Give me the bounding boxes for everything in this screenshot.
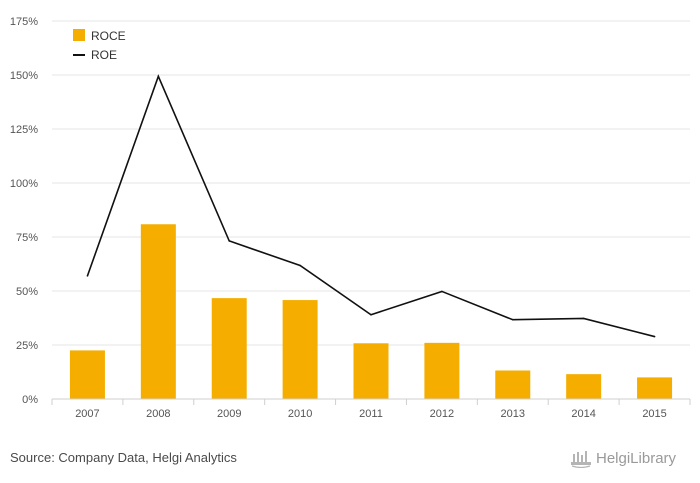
roe-point bbox=[228, 240, 231, 242]
x-tick-label: 2008 bbox=[146, 408, 170, 420]
legend-roe-label: ROE bbox=[91, 48, 117, 62]
x-tick-label: 2007 bbox=[75, 408, 99, 420]
y-tick-label: 50% bbox=[16, 286, 38, 298]
x-tick-label: 2012 bbox=[430, 408, 454, 420]
x-tick-label: 2014 bbox=[571, 408, 595, 420]
source-note: Source: Company Data, Helgi Analytics bbox=[10, 450, 237, 465]
roe-point bbox=[511, 318, 514, 321]
helgi-library-logo-text: HelgiLibrary bbox=[596, 449, 677, 467]
legend-roce-label: ROCE bbox=[91, 29, 126, 43]
roce-bar bbox=[495, 370, 531, 399]
roce-bars bbox=[69, 224, 673, 399]
helgi-library-logo[interactable]: HelgiLibrary bbox=[570, 448, 676, 468]
roe-point bbox=[582, 317, 585, 320]
roce-bar bbox=[424, 342, 460, 399]
legend-roce-swatch bbox=[73, 29, 85, 41]
x-tick-label: 2009 bbox=[217, 408, 241, 420]
roce-bar bbox=[282, 300, 318, 399]
y-tick-label: 150% bbox=[10, 70, 38, 82]
roce-bar bbox=[140, 224, 176, 399]
y-tick-label: 75% bbox=[16, 232, 38, 244]
roce-bar bbox=[211, 298, 247, 399]
roe-point bbox=[299, 264, 301, 267]
legend: ROCE ROE bbox=[73, 29, 126, 62]
roce-bar bbox=[637, 377, 673, 399]
roce-bar bbox=[353, 343, 389, 399]
helgi-library-logo-icon bbox=[571, 451, 591, 468]
y-axis: 0% 25% 50% 75% 100% 125% 150% 175% bbox=[10, 16, 38, 406]
roe-point bbox=[86, 275, 89, 277]
roe-point bbox=[441, 290, 443, 293]
x-tick-label: 2015 bbox=[642, 408, 666, 420]
y-tick-label: 175% bbox=[10, 16, 38, 28]
roce-bar bbox=[69, 350, 105, 399]
y-tick-label: 125% bbox=[10, 124, 38, 136]
roe-line bbox=[86, 74, 656, 338]
roe-point bbox=[653, 335, 656, 338]
y-tick-label: 0% bbox=[22, 394, 38, 406]
x-axis: 2007 2008 2009 2010 2011 2012 2013 2014 2015 bbox=[51, 398, 691, 420]
x-tick-label: 2010 bbox=[288, 408, 312, 420]
x-tick-label: 2011 bbox=[359, 408, 383, 420]
x-tick-label: 2013 bbox=[501, 408, 525, 420]
roe-point bbox=[370, 313, 372, 316]
y-tick-label: 25% bbox=[16, 340, 38, 352]
roe-point bbox=[157, 75, 160, 78]
y-tick-label: 100% bbox=[10, 178, 38, 190]
roce-bar bbox=[566, 374, 602, 399]
